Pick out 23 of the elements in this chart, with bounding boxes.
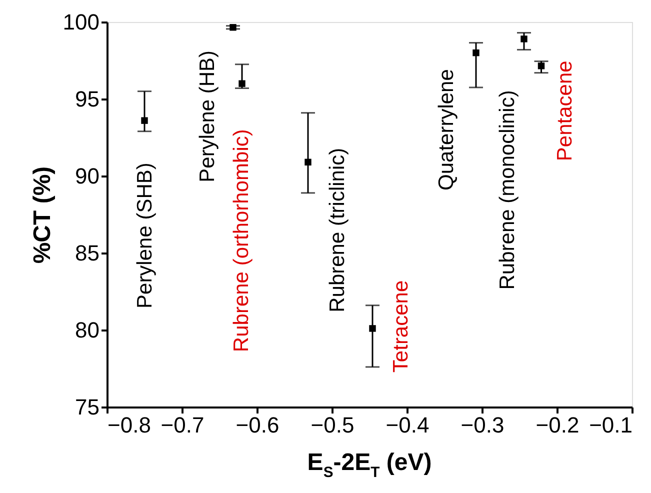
annotation: Rubrene (orthorhombic) bbox=[230, 129, 253, 352]
y-tick-label: 90 bbox=[75, 164, 100, 188]
annotation: Perylene (SHB) bbox=[134, 162, 156, 309]
y-axis-title: %CT (%) bbox=[28, 166, 56, 264]
annotation: Tetracene bbox=[390, 280, 412, 373]
x-tick-label: −0.4 bbox=[386, 412, 430, 438]
x-tick-label: −0.1 bbox=[589, 412, 632, 438]
y-tick-label: 100 bbox=[62, 10, 100, 34]
annotation: Pentacene bbox=[553, 60, 576, 162]
y-tick-label: 75 bbox=[75, 394, 100, 420]
x-tick-label: −0.2 bbox=[536, 412, 580, 438]
y-tick-label: 80 bbox=[75, 318, 100, 342]
annotation: Perylene (HB) bbox=[196, 50, 219, 182]
x-tick-label: −0.3 bbox=[460, 412, 504, 438]
y-tick-label: 95 bbox=[75, 86, 100, 112]
x-tick-label: −0.8 bbox=[108, 412, 151, 438]
y-tick-label: 85 bbox=[75, 240, 100, 266]
x-tick-label: −0.7 bbox=[160, 412, 204, 438]
x-tick-label: −0.6 bbox=[236, 412, 280, 438]
annotation: Quaterrylene bbox=[435, 69, 458, 191]
annotation: Rubrene (triclinic) bbox=[326, 148, 349, 312]
annotation: Rubrene (monoclinic) bbox=[496, 90, 519, 290]
x-tick-label: −0.5 bbox=[310, 412, 354, 438]
